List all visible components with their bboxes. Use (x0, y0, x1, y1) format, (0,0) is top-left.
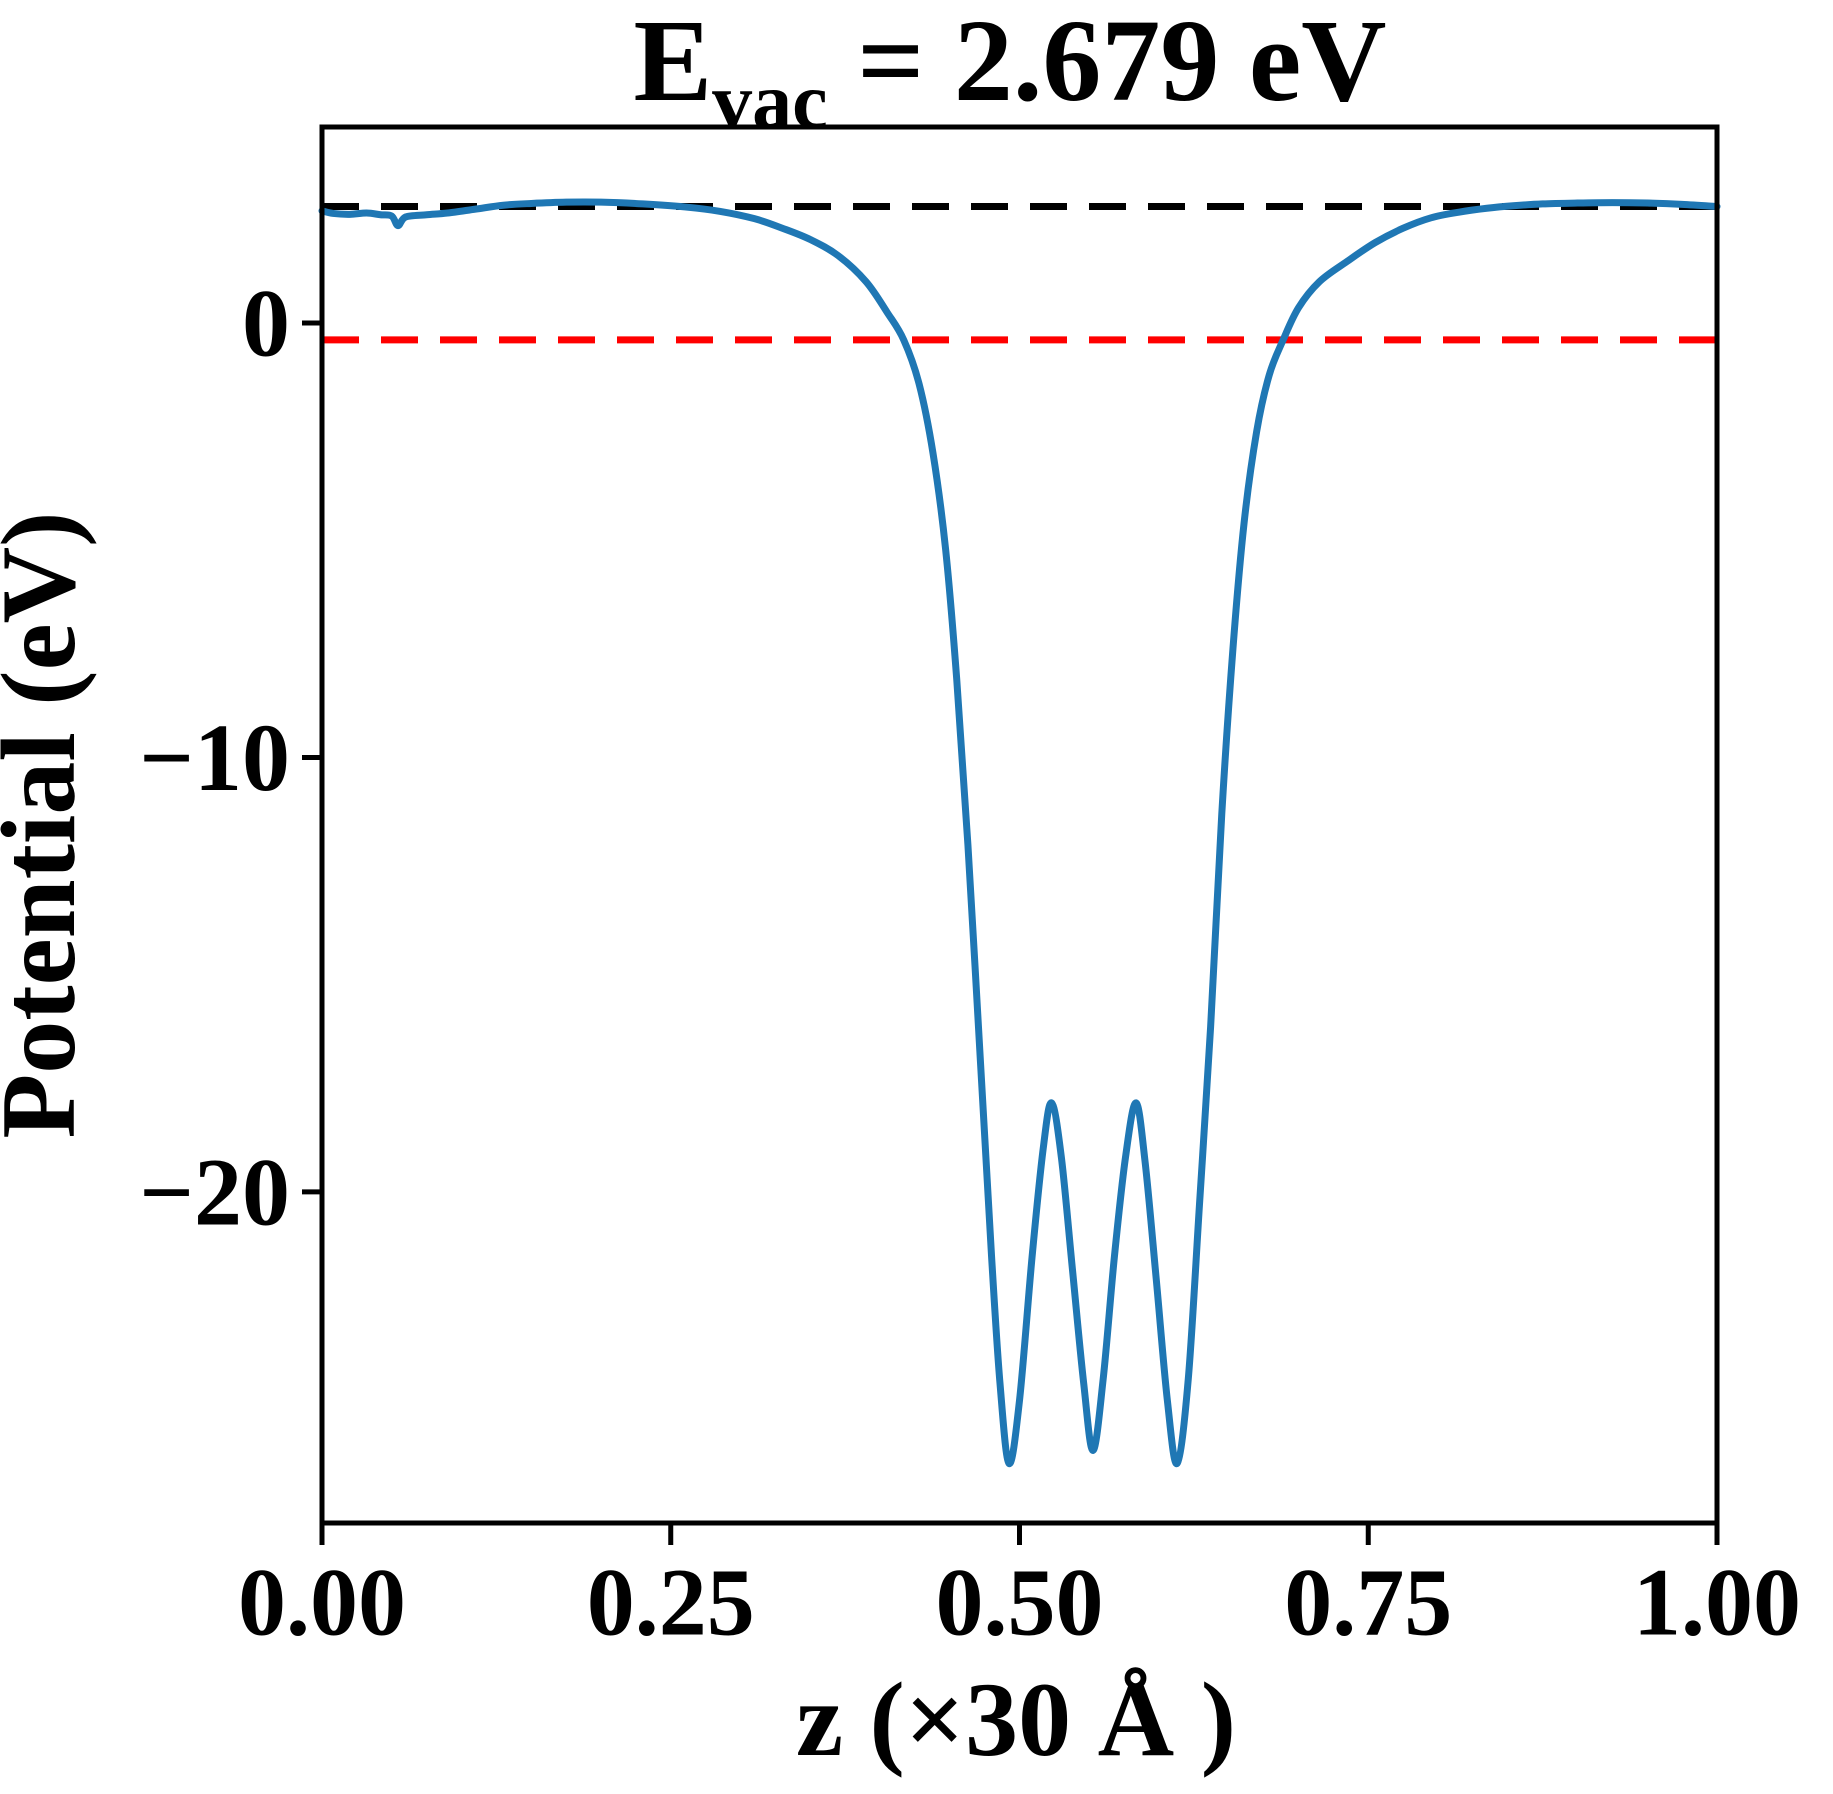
x-tick-label: 0.00 (238, 1549, 406, 1656)
y-axis-label: Potential (eV) (0, 512, 97, 1139)
x-tick-label: 1.00 (1633, 1549, 1801, 1656)
y-tick-label: 0 (242, 269, 290, 376)
plot-title: Evac = 2.679 eV (633, 0, 1386, 146)
x-tick-label: 0.50 (936, 1549, 1104, 1656)
x-tick-label: 0.25 (587, 1549, 755, 1656)
x-axis-label: z (×30 Å ) (796, 1661, 1236, 1778)
plot-area: 0 −10 −20 0.00 0.25 0.50 0.75 1.00 (139, 124, 1801, 1656)
y-tick-label: −20 (139, 1138, 290, 1245)
title-symbol: E (633, 0, 712, 126)
planar-averaged-potential-curve (318, 198, 1721, 1467)
y-tick-label: −10 (139, 704, 290, 811)
title-value: = 2.679 eV (828, 0, 1387, 126)
title-subscript: vac (712, 58, 828, 146)
x-tick-label: 0.75 (1284, 1549, 1452, 1656)
